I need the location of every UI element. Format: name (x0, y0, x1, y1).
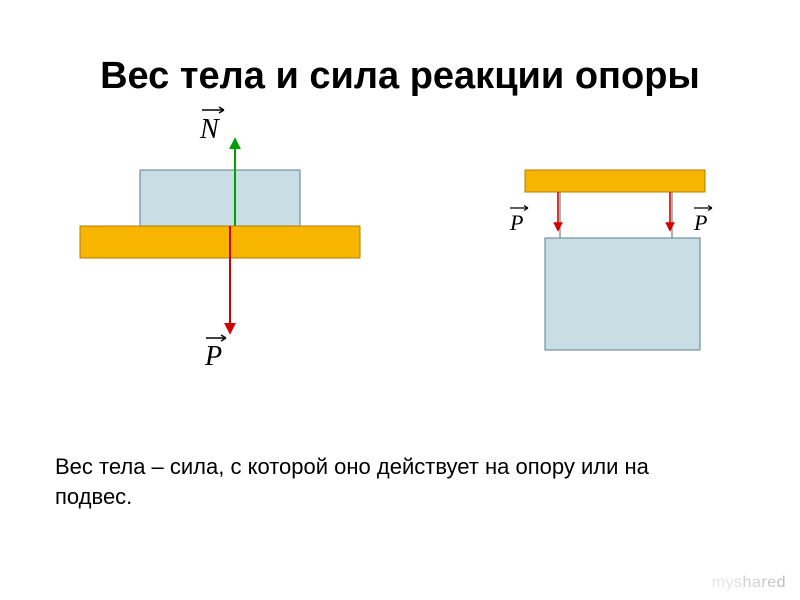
label-N-text: N (199, 114, 220, 145)
diagram-canvas: N P P P (0, 0, 800, 420)
watermark: myshared (712, 574, 786, 592)
label-P-left: P (509, 206, 528, 236)
body-block (140, 170, 300, 226)
label-P-right-text: P (693, 210, 707, 235)
label-P: P (204, 335, 226, 372)
support-bar (80, 226, 360, 258)
label-P-text: P (204, 341, 222, 372)
slide-caption: Вес тела – сила, с которой оно действует… (55, 452, 710, 511)
diagram-hanging-block: P P (509, 170, 712, 350)
hanging-body-block (545, 238, 700, 350)
label-N: N (199, 107, 224, 145)
label-P-left-text: P (509, 210, 523, 235)
diagram-block-on-support: N P (80, 107, 360, 372)
hanger-support-bar (525, 170, 705, 192)
label-P-right: P (693, 206, 712, 236)
